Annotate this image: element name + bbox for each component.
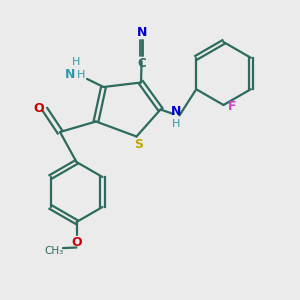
Text: F: F bbox=[228, 100, 236, 113]
Text: N: N bbox=[136, 26, 147, 39]
Text: O: O bbox=[33, 101, 44, 115]
Text: H: H bbox=[172, 118, 181, 129]
Text: H: H bbox=[77, 70, 85, 80]
Text: H: H bbox=[72, 57, 80, 67]
Text: O: O bbox=[71, 236, 82, 250]
Text: C: C bbox=[137, 57, 146, 70]
Text: S: S bbox=[134, 137, 143, 151]
Text: N: N bbox=[65, 68, 76, 82]
Text: N: N bbox=[171, 105, 182, 118]
Text: CH₃: CH₃ bbox=[44, 246, 64, 256]
